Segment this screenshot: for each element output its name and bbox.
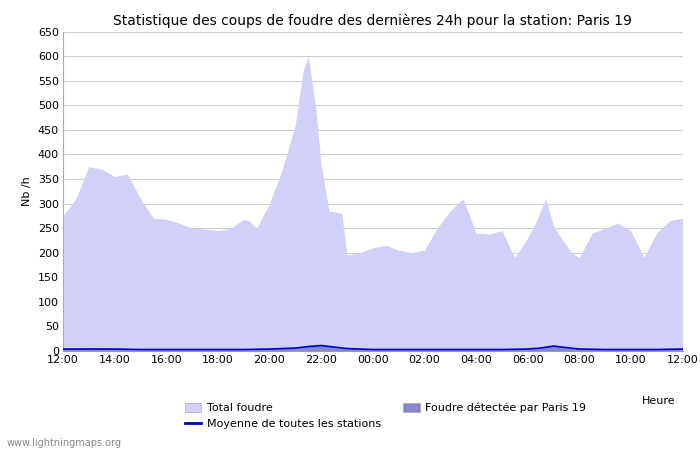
Y-axis label: Nb /h: Nb /h bbox=[22, 176, 32, 206]
Text: Heure: Heure bbox=[642, 396, 675, 406]
Title: Statistique des coups de foudre des dernières 24h pour la station: Paris 19: Statistique des coups de foudre des dern… bbox=[113, 13, 632, 27]
Text: www.lightningmaps.org: www.lightningmaps.org bbox=[7, 438, 122, 448]
Legend: Total foudre, Moyenne de toutes les stations, Foudre détectée par Paris 19: Total foudre, Moyenne de toutes les stat… bbox=[180, 398, 591, 433]
